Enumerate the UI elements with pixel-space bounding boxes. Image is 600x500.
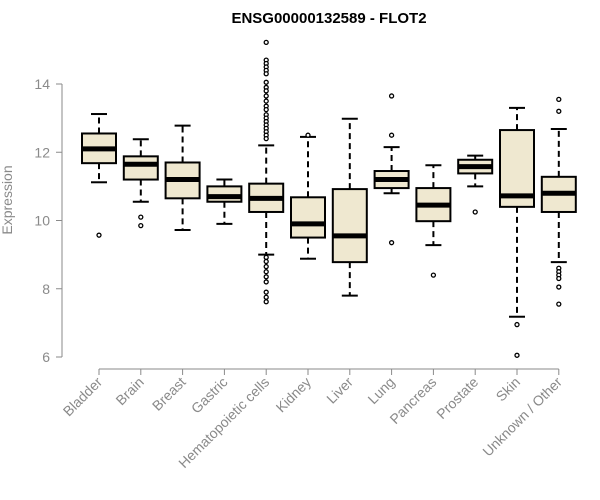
y-tick-label: 6 [42, 349, 50, 365]
outlier-point [263, 106, 269, 113]
outlier-point [556, 284, 562, 290]
iqr-box [290, 196, 326, 239]
x-tick-label: Prostate [433, 374, 481, 422]
box-group [415, 164, 452, 278]
box-group [373, 93, 410, 246]
y-tick-label: 10 [34, 213, 50, 229]
y-axis-label: Expression [0, 165, 15, 234]
outlier-point [263, 299, 269, 305]
outlier-point [472, 209, 478, 215]
y-axis: 6 8 10 12 14 [34, 76, 63, 365]
outlier-point [514, 321, 520, 328]
outlier-point [138, 214, 144, 220]
box-group [457, 154, 494, 215]
box-group [122, 138, 159, 229]
outlier-point [263, 258, 269, 265]
outlier-point [263, 88, 269, 94]
x-tick-label: Brain [112, 374, 146, 408]
x-tick-label: Skin [493, 374, 524, 405]
x-tick-label: Unknown / Other [479, 374, 565, 460]
outlier-point [263, 274, 269, 280]
outlier-point [263, 39, 269, 46]
x-tick-label: Bladder [60, 374, 106, 420]
y-tick-label: 12 [34, 144, 50, 160]
outlier-point [263, 269, 269, 275]
outlier-point [263, 93, 269, 99]
box-group [81, 113, 117, 238]
box-group [206, 178, 243, 225]
outlier-point [388, 132, 395, 138]
outlier-point [263, 263, 269, 270]
x-tick-label: Lung [364, 374, 397, 407]
iqr-box [122, 155, 159, 181]
outlier-point [263, 279, 269, 285]
boxes-layer [81, 39, 577, 358]
y-tick-label: 8 [42, 281, 50, 297]
box-group [164, 124, 201, 232]
outlier-point [556, 108, 562, 114]
box-group [331, 117, 368, 297]
outlier-point [388, 240, 395, 246]
x-tick-label: Kidney [273, 374, 315, 416]
iqr-box [206, 185, 243, 203]
box-group [540, 96, 577, 307]
outlier-point [263, 294, 269, 300]
outlier-point [556, 301, 562, 307]
outlier-point [263, 98, 269, 104]
outlier-point [263, 254, 269, 261]
box-group [499, 106, 535, 358]
outlier-point [556, 275, 562, 282]
y-tick-label: 14 [34, 76, 50, 92]
x-tick-label: Liver [323, 374, 356, 407]
outlier-point [96, 232, 102, 238]
chart-title: ENSG00000132589 - FLOT2 [231, 10, 426, 27]
outlier-point [430, 272, 437, 278]
box-group [290, 132, 326, 260]
box-group [248, 39, 285, 305]
outlier-point [305, 132, 311, 138]
outlier-point [514, 352, 520, 358]
x-tick-label: Breast [149, 374, 189, 414]
outlier-point [388, 93, 395, 99]
outlier-point [263, 79, 269, 85]
outlier-point [263, 71, 269, 77]
outlier-point [263, 135, 269, 142]
iqr-box [331, 188, 368, 264]
outlier-point [138, 222, 144, 229]
outlier-point [263, 289, 269, 295]
outlier-point [556, 96, 562, 103]
